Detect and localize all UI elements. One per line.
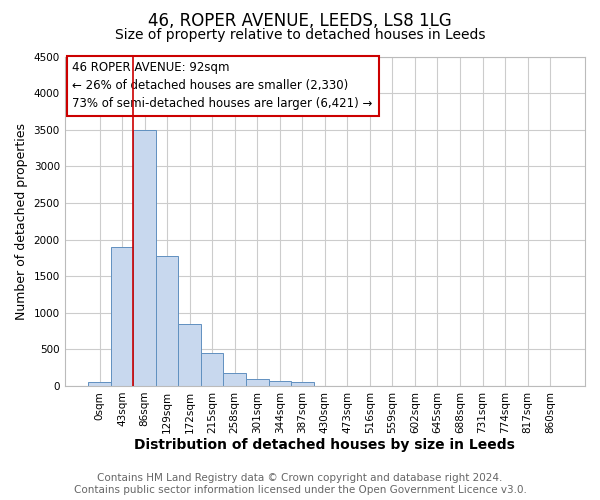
Bar (156, 256, 178, 386)
Bar (133, 130, 156, 386)
Bar (246, 378, 269, 386)
Bar (291, 382, 314, 386)
Bar (178, 324, 201, 386)
Text: 46, ROPER AVENUE, LEEDS, LS8 1LG: 46, ROPER AVENUE, LEEDS, LS8 1LG (148, 12, 452, 30)
Bar (201, 353, 223, 386)
Bar (88, 382, 111, 386)
Text: Size of property relative to detached houses in Leeds: Size of property relative to detached ho… (115, 28, 485, 42)
Text: 46 ROPER AVENUE: 92sqm
← 26% of detached houses are smaller (2,330)
73% of semi-: 46 ROPER AVENUE: 92sqm ← 26% of detached… (73, 62, 373, 110)
X-axis label: Distribution of detached houses by size in Leeds: Distribution of detached houses by size … (134, 438, 515, 452)
Text: Contains HM Land Registry data © Crown copyright and database right 2024.
Contai: Contains HM Land Registry data © Crown c… (74, 474, 526, 495)
Bar (223, 373, 246, 386)
Bar (269, 381, 291, 386)
Y-axis label: Number of detached properties: Number of detached properties (15, 122, 28, 320)
Bar (111, 247, 133, 386)
